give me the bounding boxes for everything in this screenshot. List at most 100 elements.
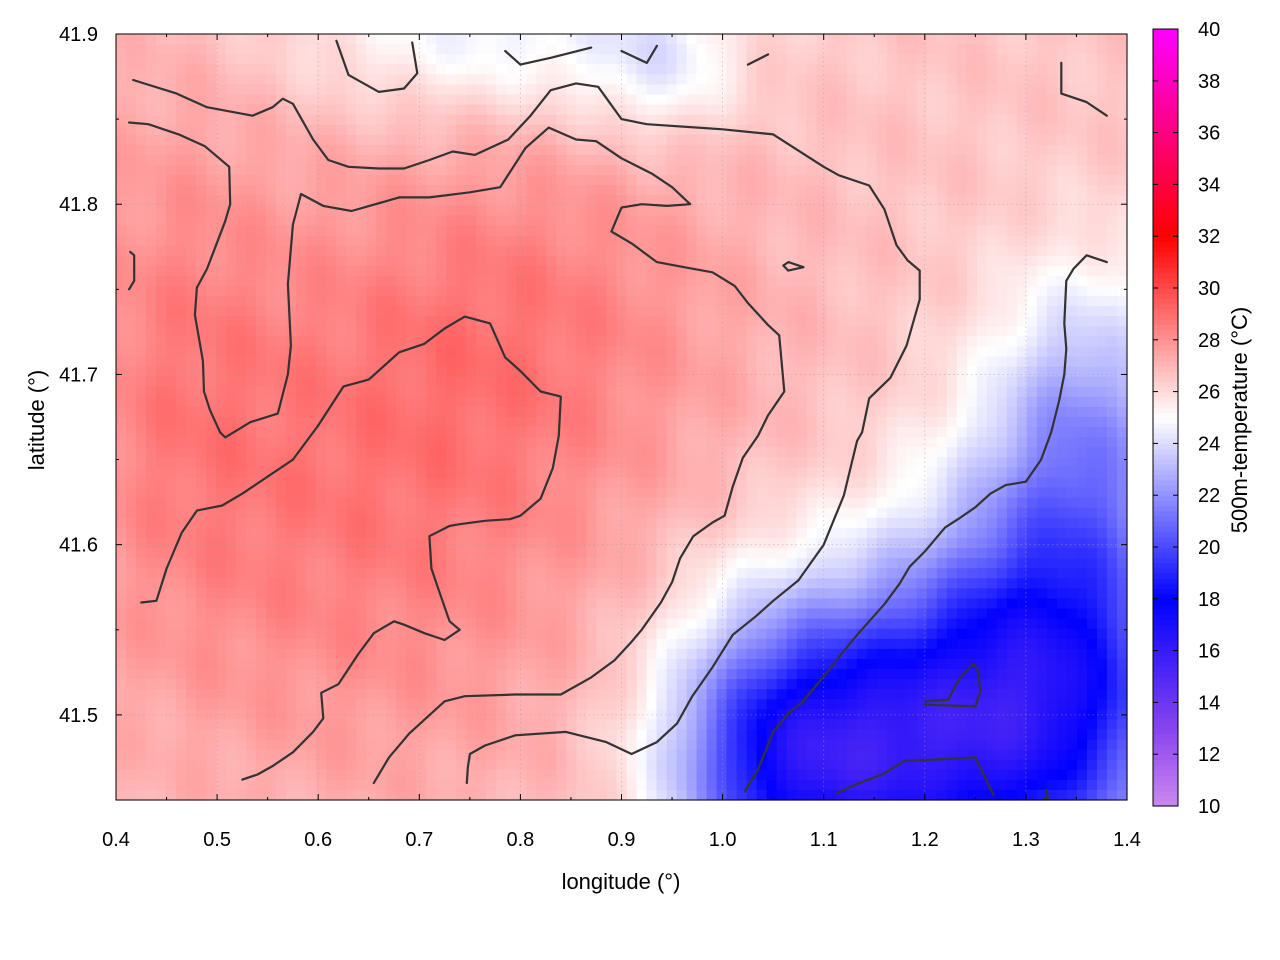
- heatmap-cell: [896, 326, 908, 337]
- heatmap-cell: [586, 235, 598, 247]
- heatmap-cell: [356, 104, 367, 116]
- heatmap-cell: [506, 225, 517, 237]
- heatmap-cell: [686, 275, 698, 287]
- heatmap-cell: [306, 527, 317, 539]
- heatmap-cell: [476, 477, 487, 489]
- heatmap-cell: [1026, 336, 1038, 348]
- heatmap-cell: [136, 336, 147, 348]
- heatmap-cell: [546, 255, 558, 267]
- heatmap-cell: [376, 275, 387, 287]
- heatmap-cell: [316, 235, 327, 247]
- heatmap-cell: [236, 84, 247, 96]
- heatmap-cell: [686, 255, 698, 267]
- heatmap-cell: [736, 104, 748, 116]
- heatmap-cell: [736, 275, 748, 287]
- heatmap-cell: [116, 497, 127, 509]
- heatmap-cell: [206, 437, 217, 448]
- heatmap-cell: [376, 527, 387, 539]
- heatmap-cell: [1026, 457, 1038, 468]
- heatmap-cell: [866, 477, 878, 489]
- heatmap-cell: [686, 74, 698, 85]
- heatmap-cell: [746, 447, 758, 458]
- heatmap-cell: [226, 275, 237, 287]
- heatmap-cell: [536, 487, 548, 499]
- heatmap-cell: [126, 44, 137, 55]
- heatmap-cell: [136, 285, 147, 297]
- heatmap-cell: [736, 215, 748, 227]
- heatmap-cell: [816, 417, 828, 428]
- heatmap-cell: [636, 114, 648, 126]
- heatmap-cell: [946, 64, 958, 75]
- heatmap-cell: [746, 406, 758, 418]
- heatmap-cell: [616, 84, 628, 96]
- heatmap-cell: [356, 356, 367, 368]
- heatmap-cell: [266, 265, 277, 277]
- heatmap-cell: [466, 245, 477, 257]
- heatmap-cell: [706, 467, 718, 479]
- heatmap-cell: [186, 356, 197, 368]
- heatmap-cell: [166, 245, 177, 257]
- heatmap-cell: [726, 44, 738, 55]
- heatmap-cell: [1066, 255, 1078, 267]
- heatmap-cell: [1086, 54, 1098, 65]
- heatmap-cell: [776, 316, 788, 327]
- heatmap-cell: [286, 285, 297, 297]
- heatmap-cell: [426, 427, 437, 438]
- heatmap-cell: [486, 64, 497, 75]
- heatmap-cell: [726, 34, 738, 45]
- heatmap-cell: [876, 34, 888, 45]
- heatmap-cell: [236, 386, 247, 398]
- heatmap-cell: [366, 326, 377, 337]
- heatmap-cell: [1006, 74, 1018, 85]
- heatmap-cell: [726, 134, 738, 146]
- heatmap-cell: [436, 366, 447, 378]
- heatmap-cell: [1046, 175, 1058, 186]
- heatmap-cell: [166, 346, 177, 358]
- heatmap-cell: [546, 507, 558, 519]
- heatmap-cell: [1056, 144, 1068, 156]
- heatmap-cell: [136, 356, 147, 368]
- heatmap-cell: [666, 457, 678, 468]
- heatmap-cell: [356, 417, 367, 428]
- heatmap-cell: [436, 185, 447, 196]
- heatmap-cell: [246, 114, 257, 126]
- heatmap-cell: [426, 336, 437, 348]
- heatmap-cell: [1056, 457, 1068, 468]
- heatmap-cell: [756, 296, 768, 307]
- heatmap-cell: [1006, 285, 1018, 297]
- heatmap-cell: [516, 54, 528, 65]
- heatmap-cell: [486, 346, 497, 358]
- heatmap-cell: [1036, 467, 1048, 479]
- heatmap-cell: [186, 154, 197, 166]
- heatmap-cell: [466, 427, 477, 438]
- heatmap-cell: [136, 185, 147, 196]
- heatmap-cell: [1076, 64, 1088, 75]
- heatmap-cell: [496, 386, 507, 398]
- heatmap-cell: [1066, 386, 1078, 398]
- heatmap-cell: [906, 376, 918, 388]
- heatmap-cell: [686, 104, 698, 116]
- heatmap-cell: [606, 245, 618, 257]
- heatmap-cell: [486, 94, 497, 106]
- heatmap-cell: [876, 215, 888, 227]
- heatmap-cell: [406, 396, 417, 408]
- heatmap-cell: [1116, 94, 1128, 106]
- heatmap-cell: [1046, 165, 1058, 176]
- heatmap-cell: [726, 457, 738, 468]
- heatmap-cell: [636, 346, 648, 358]
- heatmap-cell: [456, 467, 467, 479]
- heatmap-cell: [456, 306, 467, 317]
- heatmap-cell: [966, 205, 978, 217]
- heatmap-cell: [386, 437, 397, 448]
- heatmap-cell: [496, 94, 507, 106]
- heatmap-cell: [796, 235, 808, 247]
- heatmap-cell: [596, 396, 608, 408]
- heatmap-cell: [356, 457, 367, 468]
- heatmap-cell: [256, 144, 267, 156]
- heatmap-cell: [836, 417, 848, 428]
- heatmap-cell: [386, 457, 397, 468]
- heatmap-cell: [1096, 517, 1108, 529]
- heatmap-cell: [1006, 296, 1018, 307]
- heatmap-cell: [416, 517, 427, 529]
- heatmap-cell: [1046, 215, 1058, 227]
